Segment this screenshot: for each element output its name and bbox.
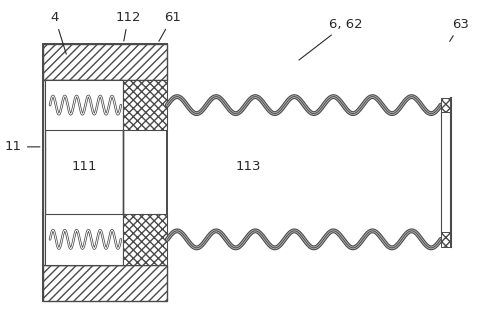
Bar: [45, 80, 123, 265]
Bar: [45, 214, 123, 265]
Bar: [123, 80, 167, 131]
Bar: [123, 214, 167, 265]
Text: 11: 11: [5, 140, 40, 154]
Text: 112: 112: [115, 11, 141, 41]
Text: 4: 4: [50, 11, 66, 54]
Text: 63: 63: [450, 18, 469, 41]
Bar: [441, 232, 450, 247]
Text: 6, 62: 6, 62: [299, 18, 362, 60]
Text: 111: 111: [71, 160, 97, 173]
Bar: [441, 98, 450, 113]
Text: 61: 61: [159, 11, 181, 41]
Bar: [43, 44, 167, 301]
Bar: [43, 265, 167, 301]
Bar: [45, 80, 123, 131]
Text: 113: 113: [235, 160, 261, 173]
Bar: [43, 44, 167, 80]
